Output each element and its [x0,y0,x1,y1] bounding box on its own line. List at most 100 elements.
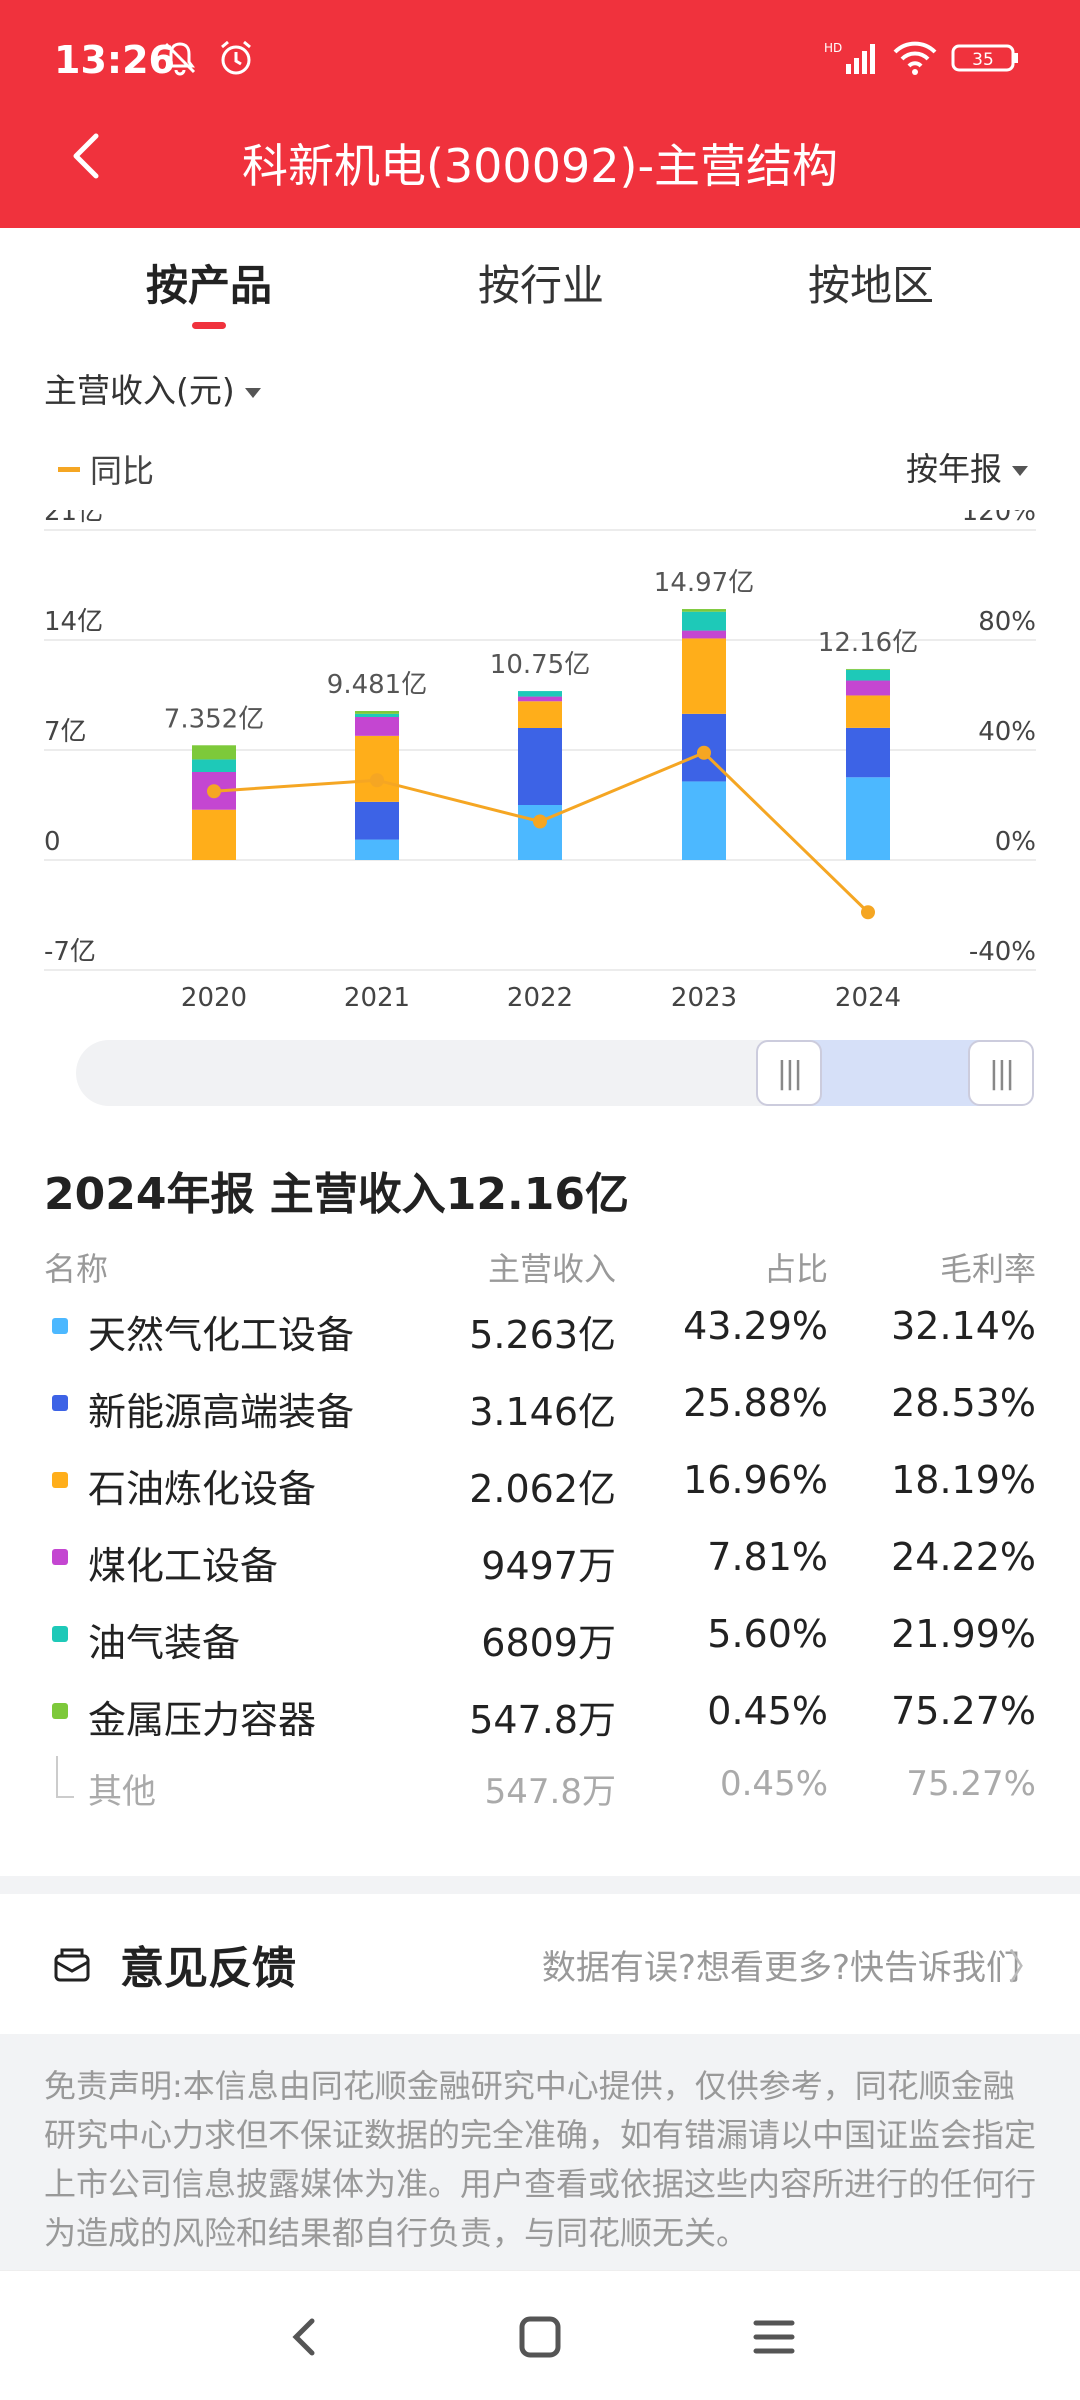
series-color-dot [52,1318,68,1334]
svg-text:35: 35 [972,50,994,70]
yoy-point [861,905,875,920]
table-row: 新能源高端装备 3.146亿 25.88% 28.53% [0,1373,1080,1443]
x-tick-label: 2024 [835,983,901,1013]
bar-segment [192,745,236,760]
bar-segment [846,669,890,681]
tab-by-industry[interactable]: 按行业 [477,261,604,310]
active-tab-indicator [192,322,226,329]
table-row-other: 其他 547.8万 0.45% 75.27% [0,1756,1080,1826]
slider-right-handle[interactable]: ||| [968,1040,1034,1106]
tree-branch-icon [56,1756,74,1798]
svg-text:HD: HD [824,41,842,55]
row-margin: 24.22% [891,1535,1036,1579]
period-dropdown[interactable]: 按年报 [906,444,1028,490]
series-color-dot [52,1703,68,1719]
row-name: 其他 [88,1772,156,1812]
yoy-point [697,745,711,760]
metric-dropdown-label: 主营收入(元) [44,371,235,410]
row-name: 天然气化工设备 [88,1313,355,1357]
row-revenue: 3.146亿 [469,1390,616,1434]
row-margin: 18.19% [891,1458,1036,1502]
legend-label: 同比 [90,452,155,490]
table-row: 天然气化工设备 5.263亿 43.29% 32.14% [0,1296,1080,1366]
bar-segment [846,680,890,696]
alarm-icon [212,36,260,80]
nav-back-button[interactable] [276,2307,336,2367]
row-revenue: 6809万 [481,1621,616,1665]
tab-by-region[interactable]: 按地区 [807,261,934,310]
row-revenue: 547.8万 [484,1772,616,1812]
yoy-point [370,773,384,788]
bar-segment [682,630,726,639]
y-left-tick-label: 7亿 [44,717,87,747]
page-title: 科新机电(300092)-主营结构 [241,139,839,193]
table-row: 石油炼化设备 2.062亿 16.96% 18.19% [0,1450,1080,1520]
row-margin: 75.27% [906,1764,1036,1804]
row-margin: 21.99% [891,1612,1036,1656]
bar-segment [846,727,890,778]
row-share: 43.29% [683,1304,828,1348]
bar-segment [518,805,562,860]
series-color-dot [52,1626,68,1642]
bar-segment [518,691,562,697]
disclaimer-text: 免责声明:本信息由同花顺金融研究中心提供，仅供参考，同花顺金融研究中心力求但不保… [44,2067,1037,2252]
tab-by-product[interactable]: 按产品 [145,261,272,310]
mute-icon [156,36,204,80]
summary-title: 2024年报 主营收入12.16亿 [44,1169,629,1220]
series-color-dot [52,1472,68,1488]
bar-segment [192,759,236,772]
col-header-name: 名称 [44,1250,109,1288]
bar-segment [518,701,562,728]
row-share: 5.60% [707,1612,828,1656]
bar-segment [846,695,890,728]
y-left-tick-label: 0 [44,827,61,857]
series-color-dot [52,1549,68,1565]
revenue-chart[interactable]: 21亿 120% 14亿 80% 7亿 40% 0 0% -7亿 -40% 7.352亿 2020 9.… [0,510,1080,1030]
bar-total-label: 10.75亿 [490,650,590,680]
battery-icon: 35 [950,36,1022,80]
chart-legend: 同比 [58,446,154,492]
bar-segment [682,609,726,612]
row-revenue: 9497万 [481,1544,616,1588]
col-header-share: 占比 [763,1250,828,1288]
feedback-link[interactable]: 数据有误?想看更多?快告诉我们 [541,1948,1020,1988]
x-tick-label: 2021 [344,983,410,1013]
bar-segment [846,668,890,670]
bar-total-label: 7.352亿 [164,704,264,734]
period-dropdown-label: 按年报 [905,450,1002,488]
row-name: 油气装备 [88,1621,241,1665]
row-margin: 28.53% [891,1381,1036,1425]
y-right-tick-label: -40% [969,937,1036,967]
row-revenue: 2.062亿 [469,1467,616,1511]
slider-left-handle[interactable]: ||| [756,1040,822,1106]
row-name: 石油炼化设备 [88,1467,317,1511]
nav-menu-button[interactable] [744,2307,804,2367]
range-slider[interactable]: ||| ||| [76,1040,1034,1106]
row-share: 16.96% [683,1458,828,1502]
yoy-point [207,784,221,799]
bar-segment [355,713,399,717]
x-tick-label: 2020 [181,983,247,1013]
y-left-tick-label: 21亿 [44,510,103,527]
caret-down-icon [1012,466,1028,476]
disclaimer: 免责声明:本信息由同花顺金融研究中心提供，仅供参考，同花顺金融研究中心力求但不保… [0,2034,1080,2270]
row-share: 0.45% [707,1689,828,1733]
feedback-row[interactable]: 意见反馈 数据有误?想看更多?快告诉我们 〉 [0,1894,1080,2034]
row-name: 金属压力容器 [88,1698,317,1742]
back-button[interactable] [60,126,120,186]
status-bar: 13:26 HD 35 [0,0,1080,120]
nav-home-button[interactable] [510,2307,570,2367]
x-tick-label: 2023 [671,983,737,1013]
caret-down-icon [244,387,261,398]
bar-segment [682,638,726,714]
legend-line-swatch [58,466,80,472]
bar-segment [682,781,726,860]
feedback-title: 意见反馈 [120,1943,296,1994]
y-right-tick-label: 0% [995,827,1036,857]
row-share: 7.81% [707,1535,828,1579]
chevron-right-icon: 〉 [1007,1947,1044,1988]
metric-dropdown[interactable]: 主营收入(元) [44,364,261,412]
app-header: 13:26 HD 35 科新机电(300092)-主营结构 [0,0,1080,228]
section-divider [0,1876,1080,1894]
table-row: 油气装备 6809万 5.60% 21.99% [0,1604,1080,1674]
